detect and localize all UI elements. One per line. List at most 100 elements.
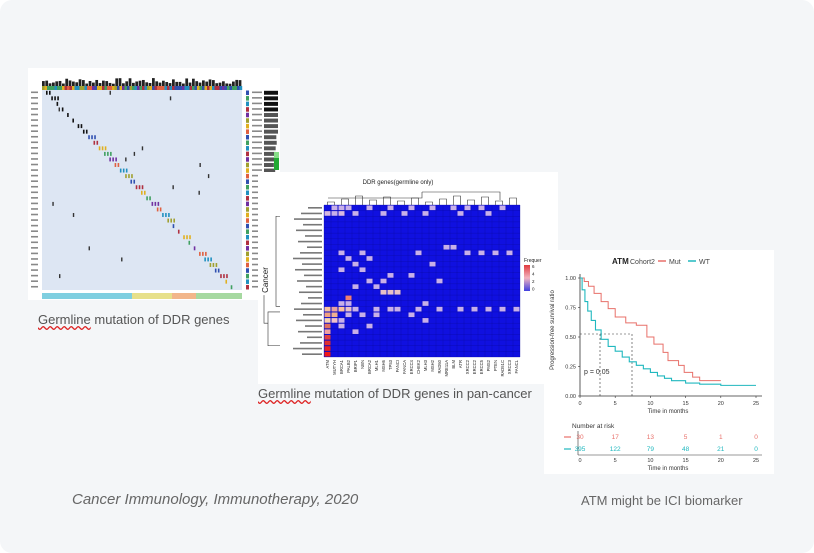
onco-top-bar bbox=[178, 81, 182, 86]
heatmap-row-label-mark bbox=[305, 235, 322, 237]
oncoprint-mutation-marks bbox=[46, 90, 233, 290]
heatmap-cell bbox=[499, 205, 506, 211]
onco-mark bbox=[151, 201, 154, 206]
onco-gene-label-mark bbox=[252, 91, 262, 94]
onco-gene-label-mark bbox=[252, 213, 262, 216]
heatmap-column-label: MLH3 bbox=[423, 359, 428, 371]
onco-strip-cell bbox=[137, 86, 140, 90]
heatmap-column-dendrogram bbox=[327, 191, 517, 205]
onco-mark bbox=[146, 196, 148, 201]
onco-gene-label-mark bbox=[252, 191, 262, 194]
heatmap-cell bbox=[499, 306, 506, 312]
onco-strip-cell bbox=[147, 86, 150, 90]
onco-mark bbox=[121, 257, 123, 262]
onco-strip-cell bbox=[224, 86, 228, 90]
heatmap-cell bbox=[380, 278, 387, 284]
onco-pct-mark bbox=[31, 135, 38, 138]
onco-gene-color bbox=[246, 207, 249, 212]
onco-strip-cell bbox=[114, 86, 118, 90]
km-median-guides bbox=[580, 333, 633, 396]
heatmap-row-label-mark bbox=[298, 240, 322, 243]
onco-top-bar bbox=[92, 82, 95, 86]
heatmap-column-label: FANCL bbox=[514, 359, 519, 373]
onco-mark bbox=[141, 185, 144, 190]
onco-mark bbox=[82, 129, 85, 134]
km-x-tick-label: 25 bbox=[753, 401, 759, 407]
heatmap-cell bbox=[324, 306, 331, 312]
onco-mark bbox=[122, 168, 125, 173]
onco-row-bar bbox=[264, 129, 278, 134]
onco-gene-color bbox=[246, 262, 249, 268]
onco-strip-cell bbox=[202, 86, 205, 90]
onco-gene-color bbox=[246, 246, 249, 251]
heatmap-caption: Germline mutation of DDR genes in pan-ca… bbox=[258, 386, 532, 401]
heatmap-cell bbox=[415, 250, 422, 256]
onco-pct-mark bbox=[31, 185, 38, 188]
heatmap-row-label-mark bbox=[300, 252, 322, 254]
heatmap-column-labels: ATM MUTYH BRCA1 PALB2 BRIP1 NBN BRCA2 MLH1 MSH6 T… bbox=[325, 359, 519, 376]
onco-strip-cell bbox=[229, 86, 233, 90]
onco-pct-mark bbox=[31, 158, 38, 160]
onco-gene-label-mark bbox=[252, 241, 262, 244]
heatmap-column-label: ATR bbox=[458, 360, 463, 368]
heatmap-row-label-mark bbox=[303, 313, 322, 316]
onco-top-bar bbox=[62, 83, 65, 86]
heatmap-column-label: FANCI bbox=[395, 360, 400, 372]
onco-strip-cell bbox=[99, 86, 103, 90]
onco-gene-label-mark bbox=[252, 269, 262, 271]
onco-strip-cell bbox=[159, 86, 163, 90]
heatmap-cell bbox=[338, 323, 345, 329]
onco-top-bar bbox=[135, 81, 139, 86]
onco-mark bbox=[119, 168, 122, 173]
onco-mark bbox=[59, 274, 61, 279]
onco-mark bbox=[101, 146, 104, 151]
onco-pct-mark bbox=[31, 219, 38, 221]
onco-gene-label-mark bbox=[252, 163, 262, 166]
onco-strip-cell bbox=[214, 86, 218, 90]
onco-strip-cell bbox=[162, 86, 165, 90]
heatmap-cell bbox=[324, 312, 331, 318]
onco-top-bar bbox=[145, 82, 149, 86]
heatmap-cell bbox=[457, 306, 464, 312]
risk-mut-count: 13 bbox=[647, 434, 655, 441]
onco-mark bbox=[170, 218, 172, 223]
heatmap-cell bbox=[373, 284, 380, 289]
heatmap-cell bbox=[394, 289, 401, 295]
col-dend-branch bbox=[509, 197, 517, 205]
onco-gene-label-mark bbox=[252, 97, 262, 99]
onco-mark bbox=[104, 146, 107, 151]
caption-rest-2: mutation of DDR genes in pan-cancer bbox=[310, 386, 532, 401]
onco-gene-label-mark bbox=[252, 180, 262, 182]
heatmap-column-label: MSH6 bbox=[381, 359, 386, 371]
onco-strip-cell bbox=[157, 86, 160, 90]
onco-strip-cell bbox=[89, 86, 93, 90]
heatmap-column-label: XRCC3 bbox=[507, 359, 512, 374]
heatmap-cell bbox=[331, 205, 338, 211]
heatmap-cell bbox=[408, 312, 415, 318]
onco-top-bar bbox=[48, 83, 52, 86]
heatmap-cell bbox=[387, 306, 394, 312]
onco-mark bbox=[54, 96, 56, 101]
km-y-tick-label: 0.25 bbox=[565, 365, 576, 371]
heatmap-cell bbox=[324, 351, 331, 357]
km-x-tick-label: 15 bbox=[683, 401, 689, 407]
onco-strip-cell bbox=[69, 86, 73, 90]
onco-strip-cell bbox=[124, 86, 128, 90]
heatmap-cell bbox=[345, 301, 352, 306]
onco-strip-cell bbox=[169, 86, 173, 90]
onco-top-bar bbox=[195, 81, 199, 86]
km-pvalue: p = 0.05 bbox=[584, 369, 610, 376]
row-dend-branch bbox=[275, 215, 280, 307]
onco-row-bar bbox=[264, 124, 278, 129]
heatmap-column-label: ERCC4 bbox=[409, 359, 414, 374]
onco-mark bbox=[125, 174, 127, 179]
onco-strip-cell bbox=[97, 86, 100, 90]
onco-pct-mark bbox=[31, 113, 38, 116]
onco-strip-cell bbox=[182, 86, 185, 90]
onco-top-bar bbox=[125, 81, 129, 86]
onco-pct-mark bbox=[31, 152, 38, 155]
onco-mark bbox=[172, 185, 174, 190]
onco-gene-label-mark bbox=[252, 124, 262, 127]
onco-strip-cell bbox=[144, 86, 148, 90]
onco-pct-mark bbox=[31, 263, 38, 266]
